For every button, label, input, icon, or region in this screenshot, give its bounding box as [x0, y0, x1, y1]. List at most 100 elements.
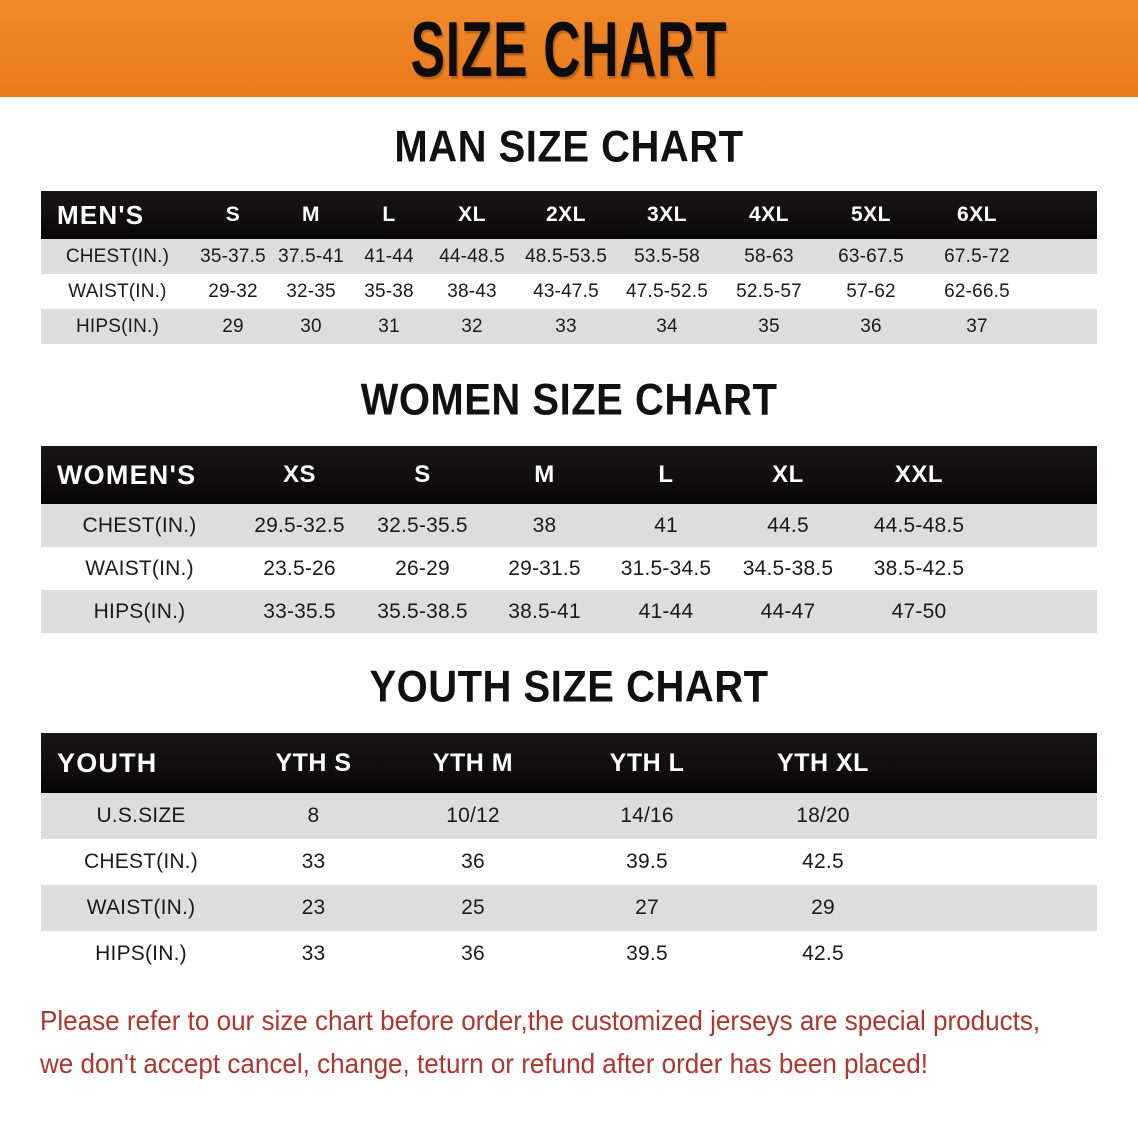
men-column-header-1: S [194, 191, 272, 239]
youth-cell-waist-in-yth-m: 25 [386, 885, 560, 931]
youth-table-row: HIPS(IN.) 33 36 39.5 42.5 [41, 931, 1097, 977]
women-row-label: HIPS(IN.) [41, 590, 238, 633]
women-column-header-3: M [484, 446, 605, 504]
youth-cell-hips-in-yth-xl: 42.5 [734, 931, 912, 977]
men-cell-chest-in-l: 41-44 [350, 239, 428, 274]
youth-corner-label: YOUTH [41, 733, 241, 793]
women-corner-label: WOMEN'S [41, 446, 238, 504]
youth-cell-hips-in-yth-l: 39.5 [560, 931, 734, 977]
men-cell-filler [1032, 274, 1097, 309]
women-cell-filler [989, 547, 1097, 590]
men-column-header-8: 5XL [820, 191, 922, 239]
women-cell-chest-in-l: 41 [605, 504, 727, 547]
women-table-row: WAIST(IN.) 23.5-26 26-29 29-31.5 31.5-34.5 34… [41, 547, 1097, 590]
youth-table-row: CHEST(IN.) 33 36 39.5 42.5 [41, 839, 1097, 885]
men-cell-filler [1032, 309, 1097, 344]
men-corner-label: MEN'S [41, 191, 194, 239]
men-cell-chest-in-2xl: 48.5-53.5 [516, 239, 616, 274]
men-column-header-4: XL [428, 191, 516, 239]
women-column-header-2: S [361, 446, 484, 504]
women-cell-waist-in-m: 29-31.5 [484, 547, 605, 590]
women-table-row: CHEST(IN.) 29.5-32.5 32.5-35.5 38 41 44.5 44.5… [41, 504, 1097, 547]
women-row-label: WAIST(IN.) [41, 547, 238, 590]
order-policy-note: Please refer to our size chart before or… [40, 999, 1041, 1086]
men-header-filler [1032, 191, 1097, 239]
youth-cell-u-s-size-yth-xl: 18/20 [734, 793, 912, 839]
women-cell-waist-in-xxl: 38.5-42.5 [849, 547, 989, 590]
youth-header-filler [912, 733, 1097, 793]
women-cell-chest-in-s: 32.5-35.5 [361, 504, 484, 547]
men-column-header-6: 3XL [616, 191, 718, 239]
women-header-filler [989, 446, 1097, 504]
men-row-label: WAIST(IN.) [41, 274, 194, 309]
men-cell-chest-in-xl: 44-48.5 [428, 239, 516, 274]
men-column-header-5: 2XL [516, 191, 616, 239]
youth-size-table: YOUTH YTH S YTH M YTH L YTH XL U.S.SIZE 8 10/12… [41, 733, 1097, 977]
youth-cell-hips-in-yth-m: 36 [386, 931, 560, 977]
women-cell-chest-in-xxl: 44.5-48.5 [849, 504, 989, 547]
men-cell-filler [1032, 239, 1097, 274]
men-cell-waist-in-6xl: 62-66.5 [922, 274, 1032, 309]
women-cell-chest-in-m: 38 [484, 504, 605, 547]
men-cell-hips-in-s: 29 [194, 309, 272, 344]
youth-cell-chest-in-yth-xl: 42.5 [734, 839, 912, 885]
youth-row-label: WAIST(IN.) [41, 885, 241, 931]
youth-cell-hips-in-yth-s: 33 [241, 931, 386, 977]
men-section-title: MAN SIZE CHART [394, 122, 744, 172]
women-header-row: WOMEN'S XS S M L XL XXL [41, 446, 1097, 504]
men-cell-chest-in-4xl: 58-63 [718, 239, 820, 274]
order-policy-note-line1: Please refer to our size chart before or… [40, 1005, 1041, 1036]
men-cell-hips-in-m: 30 [272, 309, 350, 344]
women-cell-waist-in-xl: 34.5-38.5 [727, 547, 849, 590]
youth-cell-chest-in-yth-m: 36 [386, 839, 560, 885]
women-cell-hips-in-s: 35.5-38.5 [361, 590, 484, 633]
youth-table-row: U.S.SIZE 8 10/12 14/16 18/20 [41, 793, 1097, 839]
youth-column-header-2: YTH M [386, 733, 560, 793]
women-cell-hips-in-m: 38.5-41 [484, 590, 605, 633]
men-cell-chest-in-5xl: 63-67.5 [820, 239, 922, 274]
men-cell-waist-in-5xl: 57-62 [820, 274, 922, 309]
men-row-label: HIPS(IN.) [41, 309, 194, 344]
women-size-table: WOMEN'S XS S M L XL XXL CHEST(IN.) 29.5-32.5 32.5… [41, 446, 1097, 633]
women-cell-filler [989, 590, 1097, 633]
women-cell-waist-in-l: 31.5-34.5 [605, 547, 727, 590]
youth-cell-waist-in-yth-xl: 29 [734, 885, 912, 931]
men-cell-chest-in-s: 35-37.5 [194, 239, 272, 274]
men-size-table: MEN'S S M L XL 2XL 3XL 4XL 5XL 6XL CHEST(IN.) 35-37… [41, 191, 1097, 344]
youth-column-header-3: YTH L [560, 733, 734, 793]
youth-cell-chest-in-yth-l: 39.5 [560, 839, 734, 885]
women-row-label: CHEST(IN.) [41, 504, 238, 547]
youth-row-label: U.S.SIZE [41, 793, 241, 839]
men-cell-waist-in-xl: 38-43 [428, 274, 516, 309]
youth-column-header-4: YTH XL [734, 733, 912, 793]
men-column-header-3: L [350, 191, 428, 239]
men-table-row: CHEST(IN.) 35-37.5 37.5-41 41-44 44-48.5 48.5… [41, 239, 1097, 274]
women-table-row: HIPS(IN.) 33-35.5 35.5-38.5 38.5-41 41-44 44-… [41, 590, 1097, 633]
men-column-header-2: M [272, 191, 350, 239]
women-cell-waist-in-xs: 23.5-26 [238, 547, 361, 590]
men-cell-hips-in-4xl: 35 [718, 309, 820, 344]
men-cell-hips-in-3xl: 34 [616, 309, 718, 344]
men-cell-hips-in-5xl: 36 [820, 309, 922, 344]
women-cell-hips-in-l: 41-44 [605, 590, 727, 633]
men-header-row: MEN'S S M L XL 2XL 3XL 4XL 5XL 6XL [41, 191, 1097, 239]
page-title: SIZE CHART [410, 4, 728, 93]
women-cell-hips-in-xl: 44-47 [727, 590, 849, 633]
women-cell-hips-in-xxl: 47-50 [849, 590, 989, 633]
youth-section: YOUTH SIZE CHART YOUTH YTH S YTH M YTH L YTH… [0, 662, 1138, 977]
youth-cell-waist-in-yth-l: 27 [560, 885, 734, 931]
youth-column-header-1: YTH S [241, 733, 386, 793]
women-column-header-1: XS [238, 446, 361, 504]
men-cell-waist-in-4xl: 52.5-57 [718, 274, 820, 309]
youth-cell-waist-in-yth-s: 23 [241, 885, 386, 931]
youth-cell-u-s-size-yth-m: 10/12 [386, 793, 560, 839]
men-cell-waist-in-3xl: 47.5-52.5 [616, 274, 718, 309]
men-column-header-9: 6XL [922, 191, 1032, 239]
youth-row-label: HIPS(IN.) [41, 931, 241, 977]
women-section: WOMEN SIZE CHART WOMEN'S XS S M L XL XXL CHEST(… [0, 378, 1138, 633]
youth-header-row: YOUTH YTH S YTH M YTH L YTH XL [41, 733, 1097, 793]
women-column-header-5: XL [727, 446, 849, 504]
women-cell-hips-in-xs: 33-35.5 [238, 590, 361, 633]
youth-cell-filler [912, 839, 1097, 885]
youth-section-title: YOUTH SIZE CHART [369, 662, 769, 712]
